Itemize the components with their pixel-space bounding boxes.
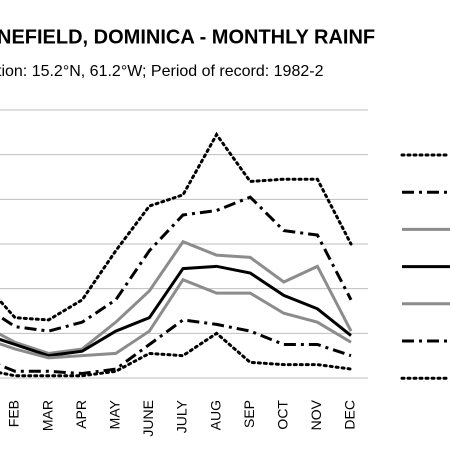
x-tick-label: FEB — [6, 400, 22, 427]
series-line — [0, 331, 353, 378]
x-tick-label: JUNE — [140, 400, 156, 437]
series-line — [0, 131, 353, 322]
x-tick-label: SEP — [241, 400, 257, 428]
x-tick-label: NOV — [308, 399, 324, 430]
series-line — [0, 195, 353, 333]
x-tick-label: DEC — [342, 400, 358, 430]
series-line — [0, 318, 352, 376]
x-tick-label: MAY — [107, 399, 123, 429]
x-tick-label: OCT — [275, 400, 291, 430]
x-tick-label: APR — [73, 400, 89, 429]
x-tick-label: JULY — [174, 399, 190, 433]
chart-subtitle: tion: 15.2°N, 61.2°W; Period of record: … — [0, 63, 324, 80]
x-tick-label: MAR — [39, 400, 55, 431]
series-line — [0, 239, 353, 355]
chart-title: NEFIELD, DOMINICA - MONTHLY RAINF — [0, 26, 375, 48]
series-line — [0, 264, 352, 358]
plot-area — [0, 109, 368, 379]
x-tick-label: AUG — [207, 400, 223, 430]
series-line — [0, 277, 352, 360]
